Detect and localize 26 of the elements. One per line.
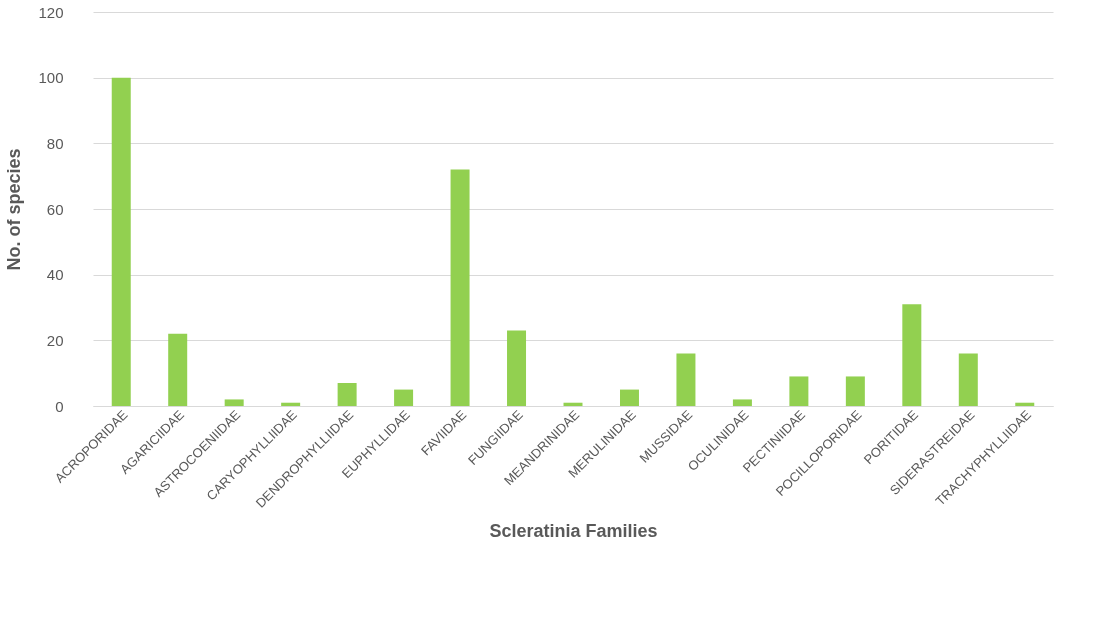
y-tick-label: 40 xyxy=(46,266,64,284)
bar xyxy=(281,402,301,406)
bar xyxy=(224,399,244,406)
bar xyxy=(789,376,809,406)
x-axis-title: Scleratinia Families xyxy=(489,520,658,541)
y-tick-label: 80 xyxy=(46,134,64,152)
y-tick-label: 120 xyxy=(38,3,64,21)
bar xyxy=(111,77,131,406)
bar xyxy=(168,333,188,406)
bar xyxy=(732,399,752,406)
bar xyxy=(845,376,865,406)
bar xyxy=(676,353,696,406)
y-tick-label: 20 xyxy=(46,331,64,349)
bar xyxy=(507,330,527,406)
y-tick-label: 0 xyxy=(55,397,64,415)
bar xyxy=(902,304,922,406)
bar xyxy=(1015,402,1035,406)
y-axis-title: No. of species xyxy=(4,148,25,271)
bar xyxy=(563,402,583,406)
bar xyxy=(958,353,978,406)
bar xyxy=(450,169,470,406)
bar xyxy=(619,389,639,406)
y-tick-label: 60 xyxy=(46,200,64,218)
bar xyxy=(394,389,414,406)
y-tick-label: 100 xyxy=(38,69,64,87)
bar xyxy=(337,383,357,406)
